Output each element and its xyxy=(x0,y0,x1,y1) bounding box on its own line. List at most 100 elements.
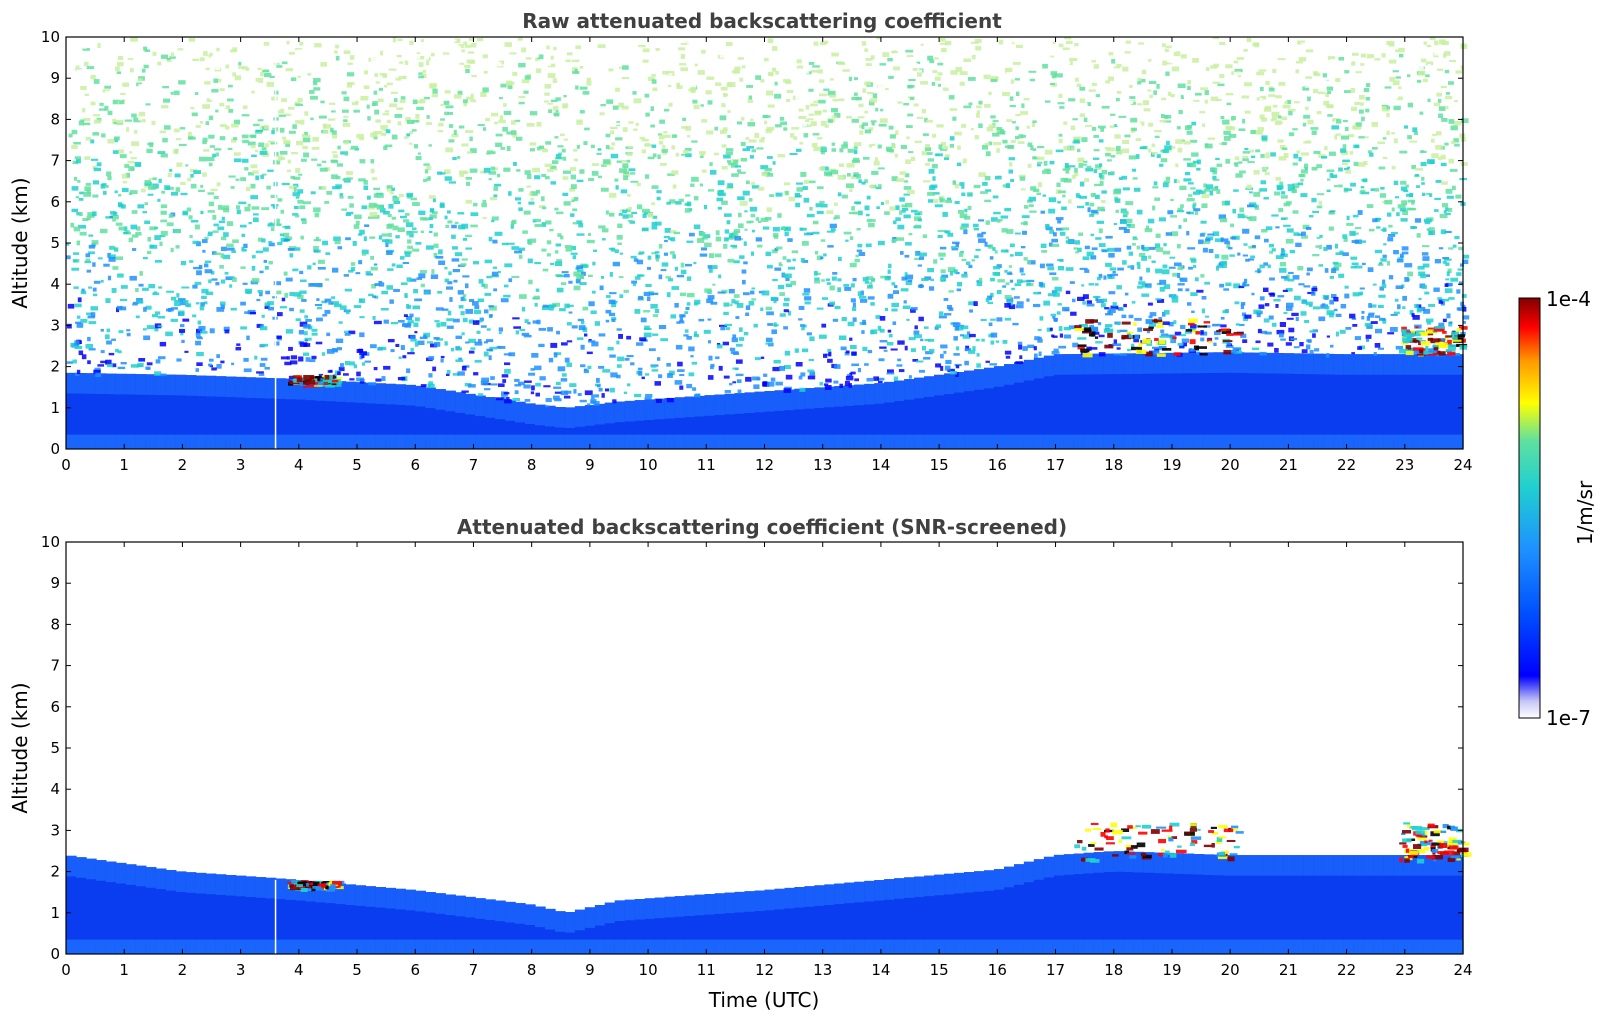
noise-speckle xyxy=(766,311,774,316)
noise-speckle xyxy=(220,246,227,252)
surface-layer-cell xyxy=(804,434,815,449)
noise-speckle xyxy=(1310,42,1316,46)
surface-layer-cell xyxy=(1033,434,1045,449)
noise-speckle xyxy=(426,177,431,181)
noise-speckle xyxy=(495,397,504,401)
noise-speckle xyxy=(1279,181,1284,185)
noise-speckle xyxy=(676,104,680,108)
noise-speckle xyxy=(814,65,822,70)
noise-speckle xyxy=(197,189,205,192)
noise-speckle xyxy=(1382,318,1387,324)
boundary-layer-cell xyxy=(1173,352,1185,449)
noise-speckle xyxy=(489,314,493,318)
boundary-layer-cell xyxy=(515,401,526,449)
noise-speckle xyxy=(319,93,324,96)
noise-speckle xyxy=(260,324,264,328)
noise-speckle xyxy=(843,284,849,287)
noise-speckle xyxy=(1382,254,1387,258)
noise-speckle xyxy=(379,208,386,213)
noise-speckle xyxy=(1360,186,1365,189)
noise-speckle xyxy=(724,323,732,327)
noise-speckle xyxy=(1058,133,1063,137)
noise-speckle xyxy=(426,61,430,66)
boundary-layer-cell xyxy=(335,381,346,449)
noise-speckle xyxy=(458,357,462,361)
noise-speckle xyxy=(765,337,773,343)
noise-speckle xyxy=(433,252,438,258)
noise-speckle xyxy=(1450,277,1459,282)
noise-speckle xyxy=(862,319,866,325)
noise-speckle xyxy=(415,242,422,245)
noise-speckle xyxy=(1301,42,1306,48)
noise-speckle xyxy=(1225,93,1234,96)
noise-speckle xyxy=(823,383,829,386)
noise-speckle xyxy=(598,225,606,229)
noise-speckle xyxy=(143,64,149,69)
noise-speckle xyxy=(754,357,761,361)
noise-speckle xyxy=(1097,322,1102,326)
noise-speckle xyxy=(466,151,472,154)
noise-speckle xyxy=(628,214,634,218)
noise-speckle xyxy=(808,358,815,362)
noise-speckle xyxy=(887,269,891,274)
noise-speckle xyxy=(892,321,897,325)
noise-speckle xyxy=(289,291,295,296)
noise-speckle xyxy=(128,237,133,243)
noise-speckle xyxy=(588,339,592,342)
noise-speckle xyxy=(516,136,523,141)
boundary-layer-top-cell xyxy=(1233,352,1245,373)
noise-speckle xyxy=(80,86,87,90)
surface-layer-cell xyxy=(904,434,915,449)
noise-speckle xyxy=(297,189,304,194)
boundary-layer-cell xyxy=(545,405,556,449)
noise-speckle xyxy=(814,251,819,255)
boundary-layer-top-cell xyxy=(1213,352,1225,373)
noise-speckle xyxy=(428,230,433,233)
noise-speckle xyxy=(733,159,739,164)
noise-speckle xyxy=(1346,215,1350,221)
noise-speckle xyxy=(969,333,976,338)
noise-speckle xyxy=(1087,207,1091,213)
boundary-layer-top-cell xyxy=(844,385,855,406)
noise-speckle xyxy=(1306,226,1312,230)
noise-speckle xyxy=(297,199,304,204)
noise-speckle xyxy=(588,340,596,343)
noise-speckle xyxy=(243,368,252,373)
noise-speckle xyxy=(939,246,947,250)
noise-speckle xyxy=(972,346,976,351)
noise-speckle xyxy=(966,46,972,50)
noise-speckle xyxy=(457,156,461,159)
noise-speckle xyxy=(642,213,647,218)
noise-speckle xyxy=(120,93,126,98)
noise-speckle xyxy=(577,393,582,396)
noise-speckle xyxy=(557,145,564,148)
noise-speckle xyxy=(1132,236,1137,240)
noise-speckle xyxy=(692,387,697,391)
noise-speckle xyxy=(112,74,120,77)
noise-speckle xyxy=(1148,255,1152,259)
noise-speckle xyxy=(375,119,381,123)
noise-speckle xyxy=(809,45,817,48)
noise-speckle xyxy=(1219,41,1226,45)
noise-speckle xyxy=(1110,273,1118,276)
surface-layer-cell xyxy=(315,434,327,449)
noise-speckle xyxy=(783,126,788,131)
noise-speckle xyxy=(365,271,372,275)
noise-speckle xyxy=(277,241,283,246)
noise-speckle xyxy=(409,130,414,134)
noise-speckle xyxy=(732,381,737,384)
noise-speckle xyxy=(1161,107,1167,112)
noise-speckle xyxy=(829,83,834,88)
noise-speckle xyxy=(1004,269,1008,273)
noise-speckle xyxy=(363,185,369,190)
noise-speckle xyxy=(1450,125,1458,131)
noise-speckle xyxy=(1205,238,1211,242)
noise-speckle xyxy=(290,77,297,81)
noise-speckle xyxy=(1440,85,1447,89)
noise-speckle xyxy=(216,364,222,369)
noise-speckle xyxy=(783,48,790,52)
noise-speckle xyxy=(908,337,916,341)
noise-speckle xyxy=(575,45,581,50)
noise-speckle xyxy=(349,55,355,60)
noise-speckle xyxy=(1137,327,1143,332)
